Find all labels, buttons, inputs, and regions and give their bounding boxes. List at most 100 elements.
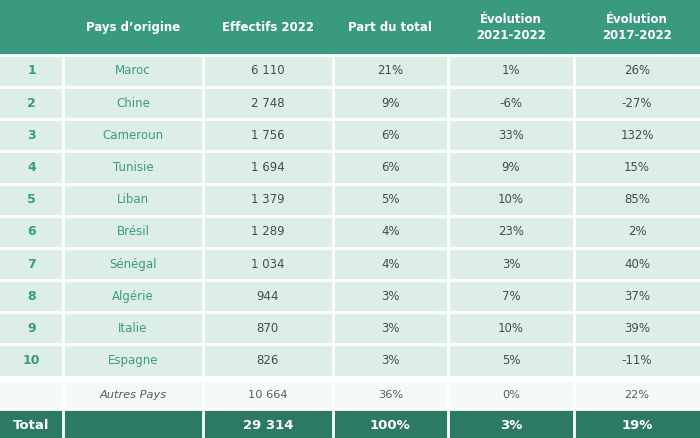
Text: 3%: 3% [381, 322, 400, 335]
Bar [574, 55, 700, 87]
Text: Pays d’origine: Pays d’origine [86, 21, 180, 34]
Bar [332, 280, 448, 312]
Bar [0, 248, 63, 280]
Bar [0, 216, 63, 248]
Text: 26%: 26% [624, 64, 650, 78]
Bar [574, 184, 700, 216]
Text: 23%: 23% [498, 225, 524, 238]
Text: 6%: 6% [381, 161, 400, 174]
Text: 1 379: 1 379 [251, 193, 285, 206]
Text: 39%: 39% [624, 322, 650, 335]
Bar [203, 345, 332, 377]
Bar [448, 216, 574, 248]
Bar [332, 0, 448, 55]
Bar [0, 152, 63, 184]
Text: Tunisie: Tunisie [113, 161, 153, 174]
Text: 1: 1 [27, 64, 36, 78]
Bar [332, 87, 448, 119]
Text: Liban: Liban [117, 193, 149, 206]
Bar [332, 216, 448, 248]
Text: 85%: 85% [624, 193, 650, 206]
Bar [574, 152, 700, 184]
Text: 10: 10 [22, 354, 41, 367]
Bar [63, 0, 203, 55]
Text: 40%: 40% [624, 258, 650, 271]
Bar [332, 312, 448, 345]
Text: Évolution
2017-2022: Évolution 2017-2022 [602, 13, 672, 42]
Bar [63, 380, 203, 409]
Text: Algérie: Algérie [112, 290, 154, 303]
Bar [63, 216, 203, 248]
Bar [63, 152, 203, 184]
Bar [0, 184, 63, 216]
Text: 1 694: 1 694 [251, 161, 285, 174]
Text: 10 664: 10 664 [248, 390, 288, 399]
Text: Évolution
2021-2022: Évolution 2021-2022 [476, 13, 546, 42]
Text: Espagne: Espagne [108, 354, 158, 367]
Text: 3%: 3% [500, 419, 522, 432]
Text: 944: 944 [256, 290, 279, 303]
Bar [203, 380, 332, 409]
Bar [574, 409, 700, 438]
Text: Italie: Italie [118, 322, 148, 335]
Text: 2%: 2% [628, 225, 646, 238]
Bar [448, 184, 574, 216]
Text: 6%: 6% [381, 129, 400, 142]
Text: 9%: 9% [502, 161, 520, 174]
Bar [203, 87, 332, 119]
Text: 10%: 10% [498, 193, 524, 206]
Text: 15%: 15% [624, 161, 650, 174]
Bar [63, 280, 203, 312]
Bar [332, 152, 448, 184]
Text: 5%: 5% [502, 354, 520, 367]
Text: 0%: 0% [502, 390, 520, 399]
Text: -11%: -11% [622, 354, 652, 367]
Bar [203, 0, 332, 55]
Text: 6: 6 [27, 225, 36, 238]
Bar [574, 312, 700, 345]
Text: 3%: 3% [381, 354, 400, 367]
Text: 826: 826 [257, 354, 279, 367]
Text: 7: 7 [27, 258, 36, 271]
Bar [63, 248, 203, 280]
Text: 2 748: 2 748 [251, 96, 285, 110]
Bar [448, 409, 574, 438]
Text: 8: 8 [27, 290, 36, 303]
Bar [448, 119, 574, 152]
Bar [448, 152, 574, 184]
Text: 22%: 22% [624, 390, 650, 399]
Bar [0, 345, 63, 377]
Bar [203, 55, 332, 87]
Text: -6%: -6% [500, 96, 522, 110]
Bar [203, 119, 332, 152]
Bar [63, 184, 203, 216]
Bar [0, 312, 63, 345]
Bar [332, 409, 448, 438]
Bar [0, 55, 63, 87]
Text: 3: 3 [27, 129, 36, 142]
Text: 7%: 7% [502, 290, 520, 303]
Text: Autres Pays: Autres Pays [99, 390, 167, 399]
Bar [0, 280, 63, 312]
Text: Effectifs 2022: Effectifs 2022 [222, 21, 314, 34]
Bar [448, 55, 574, 87]
Bar [332, 119, 448, 152]
Text: 36%: 36% [378, 390, 402, 399]
Text: 9: 9 [27, 322, 36, 335]
Bar [63, 119, 203, 152]
Text: 870: 870 [257, 322, 279, 335]
Text: 2: 2 [27, 96, 36, 110]
Text: 21%: 21% [377, 64, 403, 78]
Text: 132%: 132% [620, 129, 654, 142]
Bar [0, 409, 63, 438]
Bar [63, 55, 203, 87]
Text: Cameroun: Cameroun [102, 129, 164, 142]
Bar [203, 184, 332, 216]
Bar [63, 345, 203, 377]
Bar [332, 380, 448, 409]
Bar [448, 248, 574, 280]
Bar [448, 87, 574, 119]
Text: 1%: 1% [502, 64, 520, 78]
Bar [203, 409, 332, 438]
Bar [63, 312, 203, 345]
